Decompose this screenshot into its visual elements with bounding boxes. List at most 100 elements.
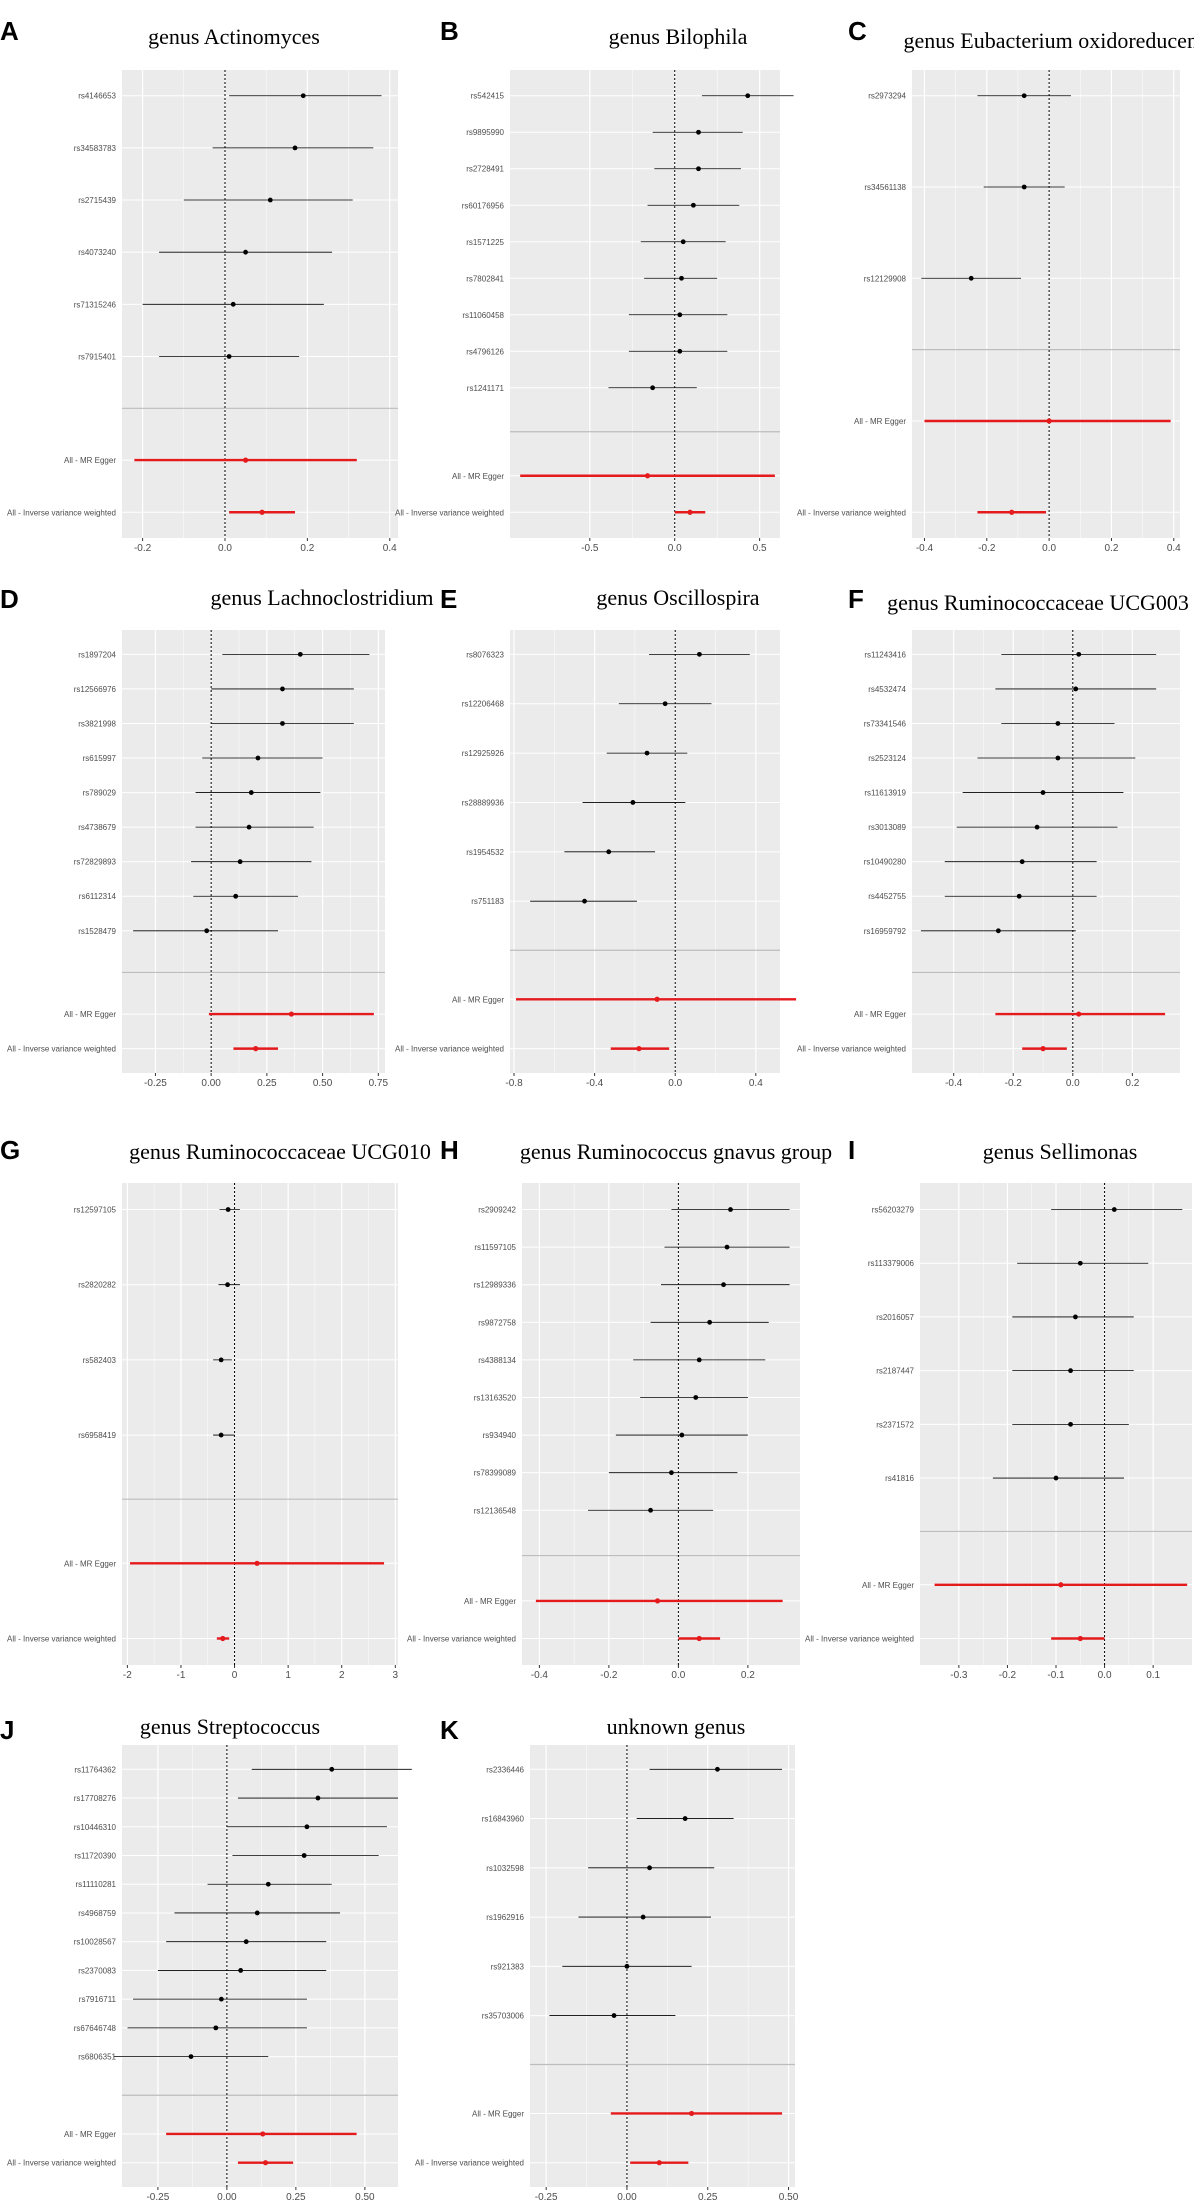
snp-estimate-point bbox=[315, 1795, 321, 1801]
snp-estimate-point bbox=[237, 859, 243, 865]
snp-label: rs35703006 bbox=[482, 2012, 525, 2021]
snp-label: rs4738679 bbox=[78, 823, 116, 832]
snp-estimate-point bbox=[677, 312, 683, 318]
snp-estimate-point bbox=[1077, 1260, 1083, 1266]
snp-estimate-point bbox=[693, 1395, 699, 1400]
snp-estimate-point bbox=[1021, 184, 1027, 190]
snp-label: rs8076323 bbox=[466, 650, 504, 659]
snp-estimate-point bbox=[238, 1968, 244, 1973]
snp-label: rs11764362 bbox=[74, 1765, 116, 1774]
panel-letter: D bbox=[0, 584, 19, 614]
snp-label: rs10028567 bbox=[74, 1938, 117, 1947]
snp-label: rs12566976 bbox=[74, 685, 117, 694]
snp-label: rs11243416 bbox=[864, 650, 906, 659]
snp-estimate-point bbox=[280, 721, 285, 726]
plot-background bbox=[122, 630, 385, 1073]
snp-estimate-point bbox=[1073, 1314, 1078, 1320]
snp-estimate-point bbox=[292, 145, 298, 151]
plot-title: genus Sellimonas bbox=[983, 1139, 1138, 1164]
snp-label: rs10490280 bbox=[864, 858, 907, 867]
snp-label: rs11613919 bbox=[864, 789, 906, 798]
snp-estimate-point bbox=[662, 701, 668, 707]
panel-letter: F bbox=[848, 584, 864, 614]
x-tick-label: -0.25 bbox=[146, 2192, 169, 2203]
plot-title: genus Oscillospira bbox=[596, 585, 759, 610]
snp-estimate-point bbox=[696, 1357, 702, 1363]
summary-label: All - Inverse variance weighted bbox=[415, 2159, 524, 2168]
summary-label: All - MR Egger bbox=[452, 995, 504, 1004]
summary-estimate-point bbox=[254, 1560, 260, 1566]
x-tick-label: 0.1 bbox=[1146, 1670, 1160, 1681]
snp-estimate-point bbox=[300, 93, 306, 99]
snp-label: rs60176956 bbox=[462, 201, 505, 210]
summary-label: All - Inverse variance weighted bbox=[7, 508, 116, 517]
snp-label: rs12989336 bbox=[474, 1281, 517, 1290]
snp-label: rs56203279 bbox=[872, 1206, 915, 1215]
summary-estimate-point bbox=[1058, 1582, 1064, 1588]
snp-label: rs7915401 bbox=[78, 352, 116, 361]
x-tick-label: 0.00 bbox=[201, 1078, 221, 1089]
snp-estimate-point bbox=[304, 1824, 310, 1830]
snp-label: rs1954532 bbox=[466, 848, 504, 857]
snp-estimate-point bbox=[697, 651, 702, 657]
x-tick-label: -0.2 bbox=[978, 543, 996, 554]
snp-estimate-point bbox=[1034, 824, 1040, 830]
snp-label: rs3013089 bbox=[868, 823, 906, 832]
snp-label: rs4532474 bbox=[868, 685, 906, 694]
snp-label: rs4968759 bbox=[78, 1909, 116, 1918]
summary-estimate-point bbox=[262, 2160, 269, 2166]
snp-label: rs6806351 bbox=[78, 2053, 116, 2062]
snp-estimate-point bbox=[721, 1282, 726, 1288]
x-tick-label: 0.25 bbox=[257, 1078, 277, 1089]
snp-label: rs2523124 bbox=[868, 754, 906, 763]
snp-label: rs4452755 bbox=[868, 892, 906, 901]
summary-label: All - MR Egger bbox=[862, 1581, 914, 1590]
snp-label: rs16959792 bbox=[864, 927, 907, 936]
x-tick-label: -1 bbox=[176, 1670, 185, 1681]
summary-estimate-point bbox=[656, 2160, 662, 2166]
x-tick-label: 0.4 bbox=[1167, 543, 1181, 554]
snp-estimate-point bbox=[243, 1939, 249, 1945]
snp-label: rs2715439 bbox=[78, 196, 116, 205]
x-tick-label: -0.3 bbox=[950, 1670, 968, 1681]
plot-title: genus Streptococcus bbox=[140, 1714, 320, 1739]
snp-label: rs4146653 bbox=[78, 92, 116, 101]
snp-label: rs4796126 bbox=[466, 347, 504, 356]
panel-letter: K bbox=[440, 1715, 459, 1745]
snp-label: rs934940 bbox=[483, 1431, 517, 1440]
x-tick-label: 0.0 bbox=[1066, 1078, 1080, 1089]
snp-label: rs1528479 bbox=[78, 927, 116, 936]
snp-label: rs1032598 bbox=[486, 1864, 524, 1873]
x-tick-label: 0.0 bbox=[1098, 1670, 1112, 1681]
x-tick-label: 0.4 bbox=[749, 1078, 763, 1089]
snp-label: rs72829893 bbox=[74, 858, 117, 867]
x-tick-label: 0.0 bbox=[218, 543, 232, 554]
panel-letter: I bbox=[848, 1135, 855, 1165]
snp-label: rs7802841 bbox=[466, 274, 504, 283]
summary-estimate-point bbox=[654, 1598, 661, 1604]
panel-letter: J bbox=[0, 1715, 14, 1745]
snp-estimate-point bbox=[297, 651, 303, 657]
snp-estimate-point bbox=[255, 755, 261, 761]
snp-estimate-point bbox=[679, 1432, 685, 1438]
snp-estimate-point bbox=[213, 2025, 219, 2031]
summary-label: All - Inverse variance weighted bbox=[797, 1045, 906, 1054]
x-tick-label: 2 bbox=[339, 1670, 345, 1681]
snp-estimate-point bbox=[1019, 859, 1025, 865]
snp-label: rs921383 bbox=[491, 1962, 525, 1971]
snp-label: rs11597105 bbox=[474, 1243, 516, 1252]
snp-estimate-point bbox=[1055, 755, 1061, 761]
x-tick-label: 3 bbox=[393, 1670, 399, 1681]
snp-label: rs1897204 bbox=[78, 650, 116, 659]
snp-label: rs11720390 bbox=[74, 1852, 116, 1861]
x-tick-label: 0.2 bbox=[1104, 543, 1118, 554]
summary-label: All - MR Egger bbox=[64, 1010, 116, 1019]
snp-label: rs789029 bbox=[83, 789, 117, 798]
snp-label: rs751183 bbox=[471, 897, 504, 906]
summary-label: All - MR Egger bbox=[64, 1559, 116, 1568]
snp-estimate-point bbox=[1068, 1421, 1073, 1427]
summary-estimate-point bbox=[644, 473, 651, 479]
